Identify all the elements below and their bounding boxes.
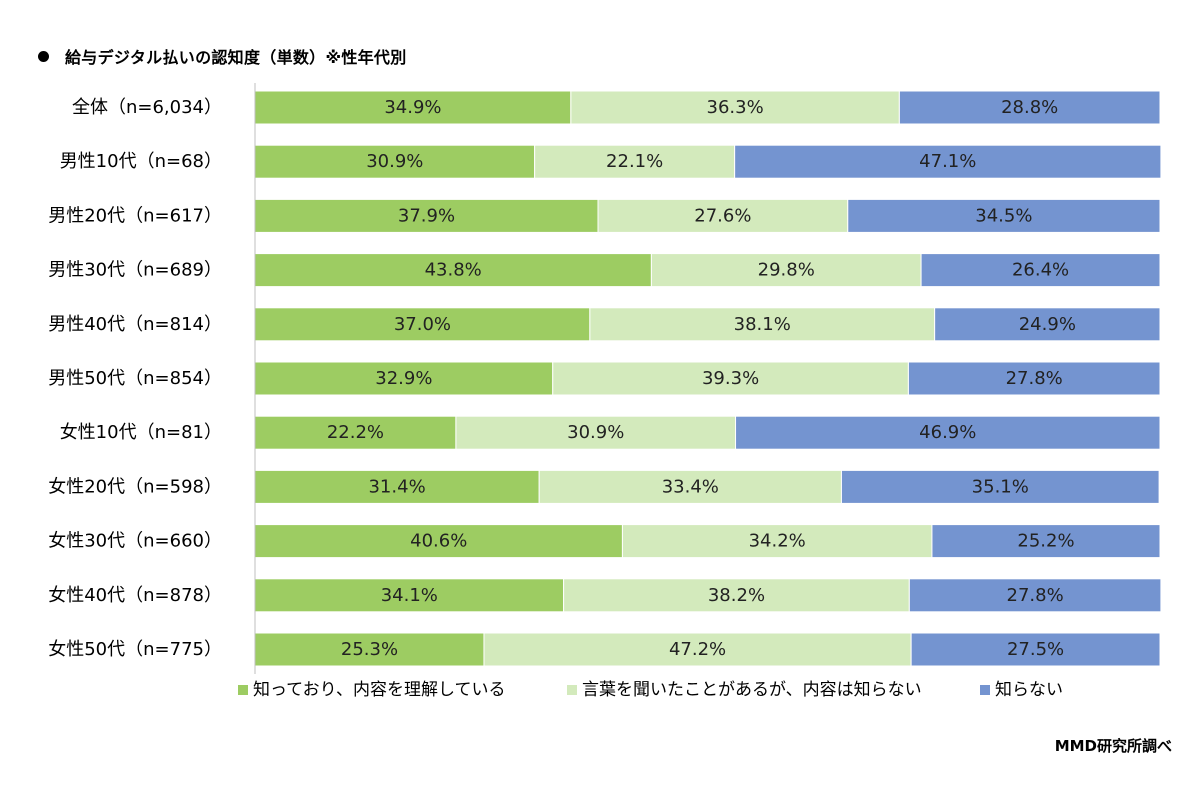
data-label: 26.4% [1012, 260, 1069, 281]
bar-segment [931, 524, 1161, 559]
data-label: 30.9% [366, 151, 423, 172]
data-label: 31.4% [368, 476, 425, 497]
data-label: 47.1% [919, 151, 976, 172]
bar-segment [908, 578, 1162, 613]
legend-label: 知らない [995, 680, 1063, 700]
category-label: 女性20代（n=598） [48, 476, 222, 497]
data-label: 34.9% [384, 97, 441, 118]
data-label: 40.6% [410, 531, 467, 552]
data-label: 25.3% [341, 639, 398, 660]
bar-segment [847, 198, 1161, 233]
data-label: 33.4% [662, 476, 719, 497]
bar-segment [455, 415, 737, 450]
data-label: 39.3% [702, 368, 759, 389]
legend-swatch [980, 685, 990, 695]
data-label: 27.8% [1007, 585, 1064, 606]
category-label: 女性30代（n=660） [48, 531, 222, 552]
bar-segment [934, 307, 1161, 342]
bar-segment [597, 198, 849, 233]
category-label: 男性30代（n=689） [48, 260, 222, 281]
bar-segment [254, 469, 540, 504]
data-label: 30.9% [567, 422, 624, 443]
bar-segment [254, 307, 591, 342]
data-label: 37.0% [394, 314, 451, 335]
bar-segment [483, 632, 912, 667]
category-label: 男性20代（n=617） [48, 205, 222, 226]
data-label: 34.1% [381, 585, 438, 606]
data-label: 27.5% [1007, 639, 1064, 660]
data-label: 24.9% [1019, 314, 1076, 335]
data-label: 27.8% [1006, 368, 1063, 389]
bar-segment [734, 144, 1162, 179]
data-label: 34.2% [749, 531, 806, 552]
data-label: 29.8% [758, 260, 815, 281]
data-label: 32.9% [375, 368, 432, 389]
bar-segment [910, 632, 1161, 667]
bar-segment [907, 361, 1161, 396]
legend-swatch [238, 685, 248, 695]
bar-segment [898, 90, 1161, 125]
bar-segment [254, 198, 599, 233]
chart-title-row: 給与デジタル払いの認知度（単数）※性年代別 [38, 44, 407, 68]
legend-label: 知っており、内容を理解している [253, 680, 505, 700]
category-label: 男性40代（n=814） [48, 314, 222, 335]
legend-swatch [567, 685, 577, 695]
data-label: 22.2% [327, 422, 384, 443]
data-label: 47.2% [669, 639, 726, 660]
category-label: 男性10代（n=68） [60, 151, 222, 172]
data-label: 43.8% [425, 260, 482, 281]
bar-segment [650, 253, 922, 288]
category-label: 男性50代（n=854） [48, 368, 222, 389]
data-label: 46.9% [919, 422, 976, 443]
category-label: 女性50代（n=775） [48, 639, 222, 660]
data-label: 35.1% [972, 476, 1029, 497]
bar-segment [538, 469, 842, 504]
category-label: 全体（n=6,034） [72, 97, 222, 118]
bar-segment [552, 361, 909, 396]
bar-segment [621, 524, 933, 559]
legend-label: 言葉を聞いたことがあるが、内容は知らない [582, 680, 922, 700]
bar-segment [735, 415, 1161, 450]
bar-segment [920, 253, 1161, 288]
data-label: 34.5% [975, 205, 1032, 226]
data-label: 22.1% [606, 151, 663, 172]
bar-segment [570, 90, 900, 125]
data-label: 28.8% [1001, 97, 1058, 118]
category-label: 女性10代（n=81） [60, 422, 222, 443]
bar-segment [254, 632, 485, 667]
data-label: 37.9% [398, 205, 455, 226]
data-label: 36.3% [707, 97, 764, 118]
data-label: 27.6% [694, 205, 751, 226]
bar-segment [254, 253, 652, 288]
title-bullet-icon [38, 50, 49, 62]
bar-segment [589, 307, 936, 342]
category-label: 女性40代（n=878） [48, 585, 222, 606]
source-note: MMD研究所調べ [1054, 737, 1172, 755]
chart-title: 給与デジタル払いの認知度（単数）※性年代別 [65, 48, 407, 67]
data-label: 25.2% [1017, 531, 1074, 552]
bar-segment [840, 469, 1160, 504]
data-label: 38.1% [734, 314, 791, 335]
data-label: 38.2% [708, 585, 765, 606]
